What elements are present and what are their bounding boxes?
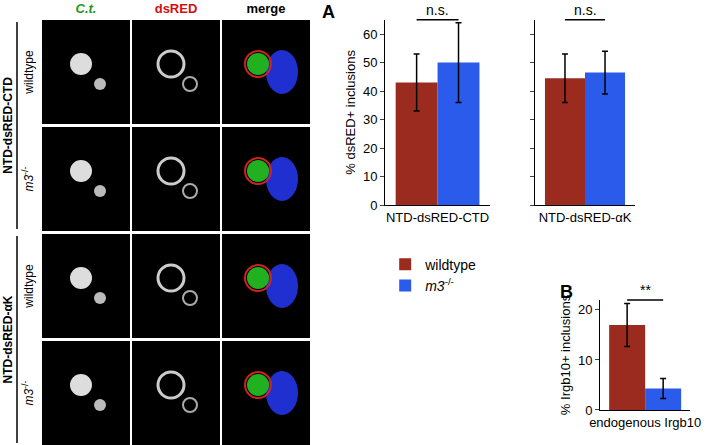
svg-text:m3​-/-​: m3​-/-​	[425, 276, 454, 294]
svg-text:30: 30	[363, 112, 377, 127]
svg-text:50: 50	[363, 55, 377, 70]
svg-text:NTD-dsRED-αK: NTD-dsRED-αK	[539, 210, 632, 225]
svg-text:40: 40	[363, 84, 377, 99]
svg-text:**: **	[640, 282, 651, 298]
svg-text:m3-/-: m3-/-	[20, 380, 36, 405]
svg-text:m3-/-: m3-/-	[20, 166, 36, 191]
svg-text:% dsRED+ inclusions: % dsRED+ inclusions	[343, 50, 358, 175]
svg-text:20: 20	[363, 141, 377, 156]
svg-text:0: 0	[585, 403, 592, 418]
svg-text:dsRED: dsRED	[155, 1, 198, 16]
svg-text:C.t.: C.t.	[76, 1, 97, 16]
svg-text:wildtype: wildtype	[424, 257, 476, 273]
svg-text:10: 10	[363, 169, 377, 184]
svg-text:wildtype: wildtype	[22, 50, 36, 95]
svg-text:10: 10	[578, 353, 592, 368]
svg-text:0: 0	[370, 198, 377, 213]
svg-text:% Irgb10+ inclusions: % Irgb10+ inclusions	[558, 294, 573, 415]
svg-text:NTD-dsRED-CTD: NTD-dsRED-CTD	[1, 77, 15, 174]
svg-text:merge: merge	[246, 1, 285, 16]
svg-text:NTD-dsRED-CTD: NTD-dsRED-CTD	[386, 210, 489, 225]
svg-text:n.s.: n.s.	[426, 2, 449, 18]
svg-text:NTD-dsRED-αK: NTD-dsRED-αK	[1, 295, 15, 383]
svg-text:wildtype: wildtype	[22, 264, 36, 309]
svg-text:endogenous Irgb10: endogenous Irgb10	[589, 415, 701, 430]
svg-text:20: 20	[578, 302, 592, 317]
svg-text:n.s.: n.s.	[574, 2, 597, 18]
svg-text:60: 60	[363, 27, 377, 42]
